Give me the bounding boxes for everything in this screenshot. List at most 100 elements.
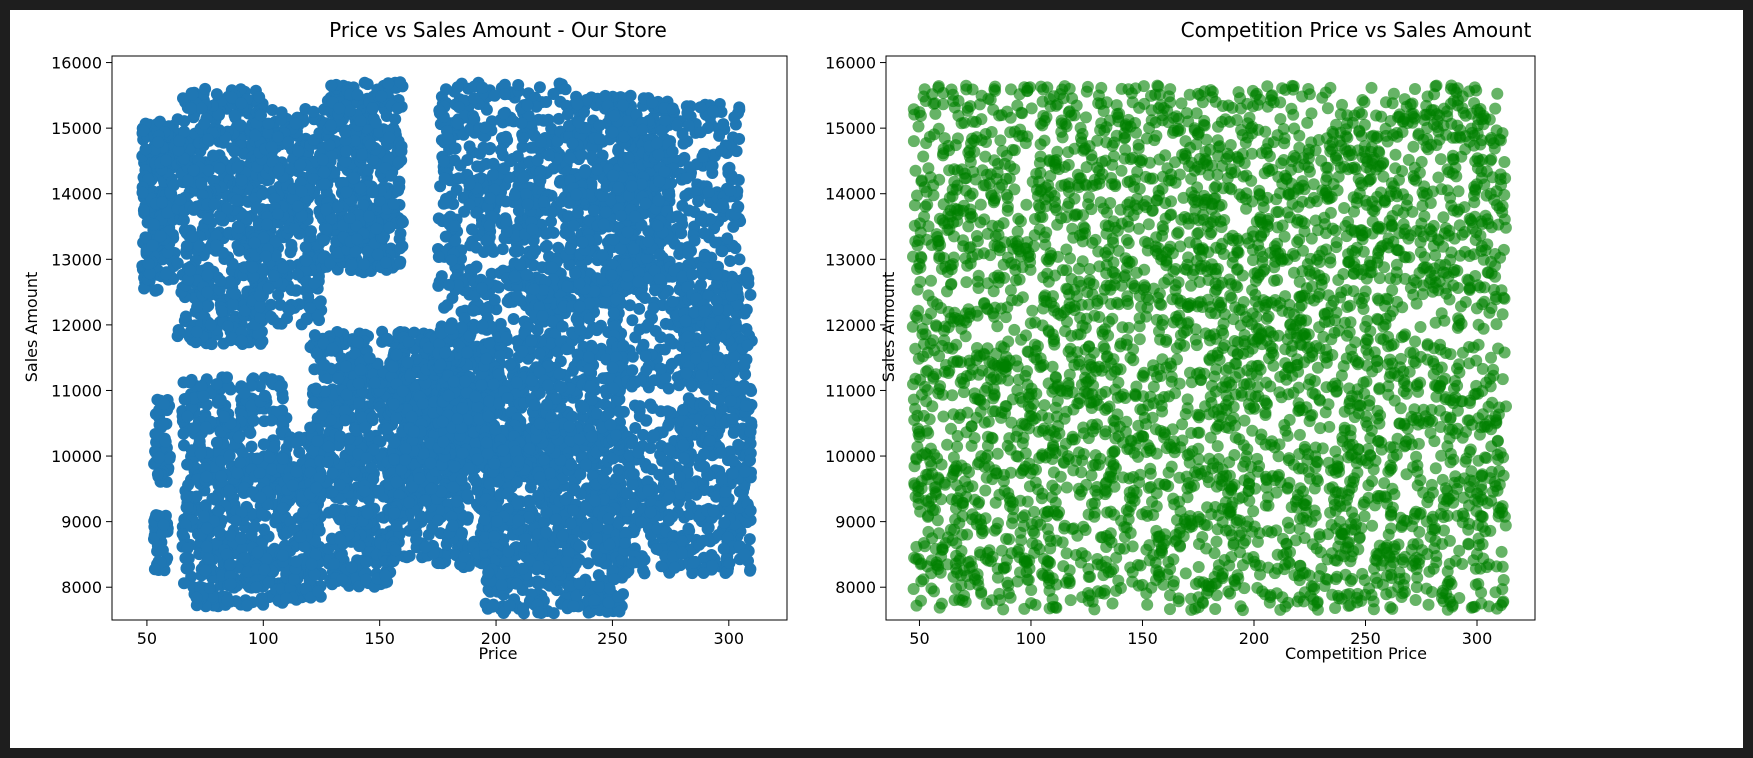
scatter-point (159, 268, 172, 281)
scatter-point (265, 414, 278, 427)
scatter-point (336, 219, 349, 232)
scatter-point (205, 338, 218, 351)
scatter-point (332, 246, 345, 259)
scatter-point (324, 257, 337, 269)
scatter-point (360, 556, 373, 569)
scatter-point (337, 176, 349, 189)
scatter-point (590, 532, 603, 545)
scatter-point (369, 116, 382, 129)
scatter-point (235, 97, 248, 110)
scatter-point (259, 250, 272, 263)
scatter-point (156, 544, 169, 557)
scatter-point (488, 89, 501, 102)
scatter-point (504, 358, 517, 371)
scatter-point (241, 599, 253, 612)
scatter-point (310, 382, 322, 395)
scatter-point (501, 392, 514, 404)
scatter-point (232, 431, 245, 444)
scatter-point (174, 193, 187, 206)
scatter-point (326, 342, 339, 355)
scatter-point (238, 552, 251, 565)
scatter-point (222, 380, 235, 393)
scatter-point (461, 346, 473, 359)
scatter-point (229, 514, 242, 527)
scatter-point (349, 245, 362, 258)
scatter-point (368, 376, 381, 389)
scatter-point (433, 104, 446, 117)
scatter-point (388, 507, 401, 520)
scatter-point (202, 212, 215, 225)
scatter-point (310, 347, 323, 360)
scatter-point (200, 300, 213, 313)
scatter-point (512, 79, 525, 91)
scatter-point (382, 77, 395, 90)
scatter-point (454, 159, 467, 172)
scatter-point (247, 414, 260, 427)
scatter-point (533, 81, 546, 94)
scatter-point (200, 540, 213, 553)
scatter-point (263, 451, 276, 464)
scatter-point (280, 592, 293, 605)
scatter-point (526, 223, 539, 236)
scatter-point (248, 236, 261, 249)
scatter-point (187, 164, 200, 177)
scatter-point (347, 172, 360, 185)
scatter-point (221, 320, 234, 333)
scatter-point (153, 451, 166, 464)
scatter-point (394, 76, 407, 89)
scatter-point (434, 358, 447, 371)
scatter-point (442, 278, 455, 291)
scatter-point (475, 379, 488, 391)
scatter-point (264, 298, 277, 311)
scatter-point (451, 81, 464, 94)
scatter-point (388, 436, 401, 449)
scatter-point (156, 196, 168, 209)
scatter-point (288, 573, 300, 586)
scatter-point (358, 485, 371, 498)
scatter-point (357, 199, 370, 212)
scatter-point (483, 219, 496, 232)
scatter-point (404, 370, 417, 383)
scatter-point (471, 453, 484, 466)
scatter-point (389, 113, 402, 126)
scatter-point (508, 270, 521, 283)
scatter-point (383, 221, 396, 234)
scatter-point (424, 457, 437, 470)
scatter-point (346, 504, 359, 517)
scatter-point (311, 435, 324, 447)
scatter-point (214, 393, 227, 406)
scatter-point (146, 239, 159, 252)
scatter-point (311, 309, 324, 322)
scatter-point (361, 163, 374, 176)
scatter-point (247, 270, 260, 283)
scatter-point (199, 421, 212, 434)
scatter-point (215, 305, 228, 318)
scatter-point (351, 336, 364, 349)
scatter-point (463, 140, 476, 153)
scatter-point (196, 189, 209, 202)
scatter-point (179, 552, 192, 565)
scatter-point (271, 208, 284, 220)
scatter-point (195, 380, 208, 393)
scatter-point (469, 390, 482, 403)
scatter-point (381, 422, 394, 435)
scatter-point (137, 124, 150, 137)
scatter-point (286, 479, 299, 492)
scatter-point (436, 415, 449, 428)
scatter-point (403, 496, 415, 509)
scatter-point (388, 453, 401, 466)
chart-title: Price vs Sales Amount - Our Store (329, 18, 667, 42)
scatter-point (480, 352, 493, 365)
chart-price-vs-sales: Price vs Sales Amount - Our Store Price … (22, 18, 788, 663)
scatter-point (306, 502, 319, 515)
scatter-point (184, 102, 197, 115)
scatter-point (500, 331, 513, 344)
scatter-point (190, 490, 203, 503)
scatter-point (233, 221, 245, 234)
scatter-point (513, 258, 526, 271)
scatter-point (253, 467, 266, 479)
scatter-point (401, 356, 414, 369)
scatter-point (190, 325, 203, 338)
scatter-point (318, 177, 331, 190)
scatter-point (198, 117, 211, 130)
